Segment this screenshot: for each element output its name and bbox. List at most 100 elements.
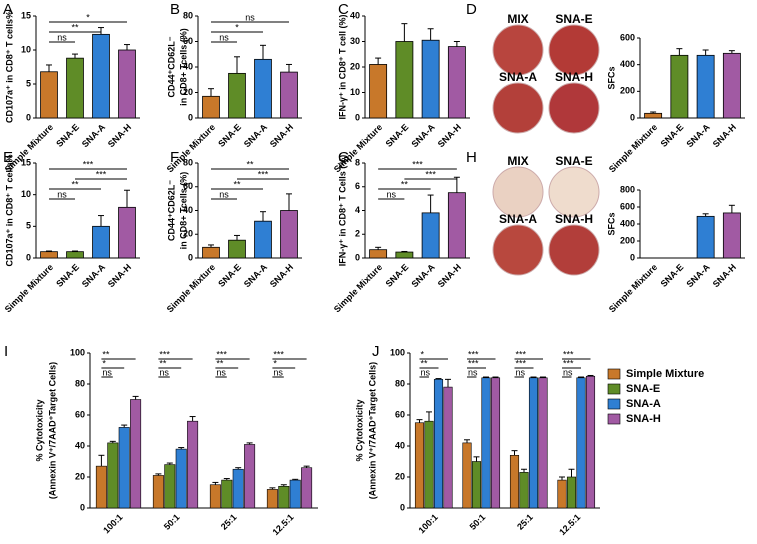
significance-label: ns xyxy=(386,189,396,199)
significance-label: *** xyxy=(468,349,479,359)
significance-label: * xyxy=(421,349,425,359)
significance-label: ns xyxy=(421,367,431,377)
bar xyxy=(280,210,298,259)
bar xyxy=(462,442,472,509)
plate-label: SNA-A xyxy=(499,212,537,226)
y-axis-label: (Annexin V⁺/7AAD⁺Target Cells) xyxy=(47,362,57,499)
x-tick-label: SNA-E xyxy=(54,262,81,289)
bar xyxy=(278,485,290,509)
x-tick-label: 25:1 xyxy=(515,512,535,532)
bar xyxy=(644,112,663,119)
x-tick-label: SNA-H xyxy=(711,262,738,289)
significance-label: ns xyxy=(219,32,229,42)
bar xyxy=(670,54,689,119)
y-tick-label: 800 xyxy=(620,184,635,194)
x-tick-label: SNA-A xyxy=(684,262,712,290)
y-axis-label: CD44⁺CD62L⁻ xyxy=(166,180,176,241)
x-tick-label: SNA-H xyxy=(106,122,133,149)
significance-label: *** xyxy=(516,358,527,368)
legend-swatch xyxy=(607,413,621,425)
y-tick-label: 10 xyxy=(350,87,360,97)
y-tick-label: 0 xyxy=(188,252,193,262)
x-tick-label: SNA-A xyxy=(242,122,270,150)
x-tick-label: SNA-E xyxy=(216,262,243,289)
significance-label: ** xyxy=(71,22,79,32)
bar xyxy=(443,386,453,509)
plate-well xyxy=(492,224,544,276)
bar xyxy=(421,39,440,119)
y-tick-label: 60 xyxy=(75,409,85,419)
panel-label: A xyxy=(3,1,13,18)
significance-label: *** xyxy=(563,358,574,368)
significance-label: * xyxy=(273,358,277,368)
x-tick-label: Simple Mixture xyxy=(607,122,659,174)
bar xyxy=(66,57,84,119)
y-tick-label: 0 xyxy=(188,112,193,122)
y-tick-label: 200 xyxy=(620,235,635,245)
bar xyxy=(369,64,388,119)
y-tick-label: 20 xyxy=(183,87,193,97)
significance-label: ** xyxy=(216,358,224,368)
bar xyxy=(509,454,520,509)
y-axis-label: % Cytotoxicity xyxy=(354,399,364,461)
significance-label: ns xyxy=(219,189,229,199)
significance-label: ns xyxy=(159,367,169,377)
x-tick-label: 25:1 xyxy=(219,512,239,532)
y-tick-label: 10 xyxy=(21,44,31,54)
y-axis-label: IFN-γ⁺ in CD8⁺ T Cells (%) xyxy=(337,155,347,267)
y-tick-label: 600 xyxy=(620,201,635,211)
x-tick-label: SNA-H xyxy=(711,122,738,149)
significance-label: ** xyxy=(233,179,241,189)
panel-label: E xyxy=(3,149,13,166)
significance-label: *** xyxy=(425,169,436,179)
significance-label: ns xyxy=(57,189,67,199)
significance-label: ns xyxy=(216,367,226,377)
y-axis-label: CD44⁺CD62L⁻ xyxy=(166,36,176,97)
x-tick-label: SNA-A xyxy=(409,262,437,290)
legend-swatch xyxy=(607,398,621,410)
bar xyxy=(107,442,119,509)
y-tick-label: 80 xyxy=(183,10,193,20)
bar xyxy=(232,468,244,509)
legend-label: SNA-E xyxy=(626,383,660,395)
x-tick-label: 12.5:1 xyxy=(270,512,295,537)
bar xyxy=(66,251,84,259)
bar xyxy=(696,215,715,259)
bar xyxy=(209,484,221,509)
x-tick-label: SNA-E xyxy=(384,262,411,289)
significance-label: *** xyxy=(83,159,94,169)
y-tick-label: 0 xyxy=(630,252,635,262)
significance-label: ** xyxy=(159,358,167,368)
y-axis-label: % Cytotoxicity xyxy=(34,399,44,461)
y-tick-label: 200 xyxy=(620,86,635,96)
y-tick-label: 8 xyxy=(355,157,360,167)
x-tick-label: SNA-E xyxy=(659,122,686,149)
y-axis-label: IFN-γ⁺ in CD8⁺ T cell (%) xyxy=(337,14,347,119)
plate-label: SNA-E xyxy=(555,154,592,168)
plate-label: MIX xyxy=(507,154,528,168)
bar xyxy=(118,206,136,259)
bar xyxy=(130,399,142,509)
y-tick-label: 10 xyxy=(21,189,31,199)
bar xyxy=(722,52,741,119)
y-tick-label: 60 xyxy=(395,409,405,419)
x-tick-label: SNA-H xyxy=(436,122,463,149)
y-tick-label: 60 xyxy=(183,36,193,46)
significance-label: ns xyxy=(102,367,112,377)
bar xyxy=(95,465,107,509)
y-tick-label: 4 xyxy=(355,205,360,215)
bar xyxy=(280,71,298,119)
legend-label: SNA-A xyxy=(626,398,661,410)
x-tick-label: SNA-A xyxy=(80,122,108,150)
x-tick-label: SNA-A xyxy=(242,262,270,290)
bar xyxy=(566,476,577,509)
y-tick-label: 30 xyxy=(350,36,360,46)
bar xyxy=(118,427,130,509)
bar xyxy=(424,420,434,509)
plate-label: SNA-H xyxy=(555,70,593,84)
x-tick-label: SNA-E xyxy=(384,122,411,149)
y-axis-label: SFCs xyxy=(606,66,616,89)
x-tick-label: SNA-H xyxy=(106,262,133,289)
bar xyxy=(576,377,586,509)
